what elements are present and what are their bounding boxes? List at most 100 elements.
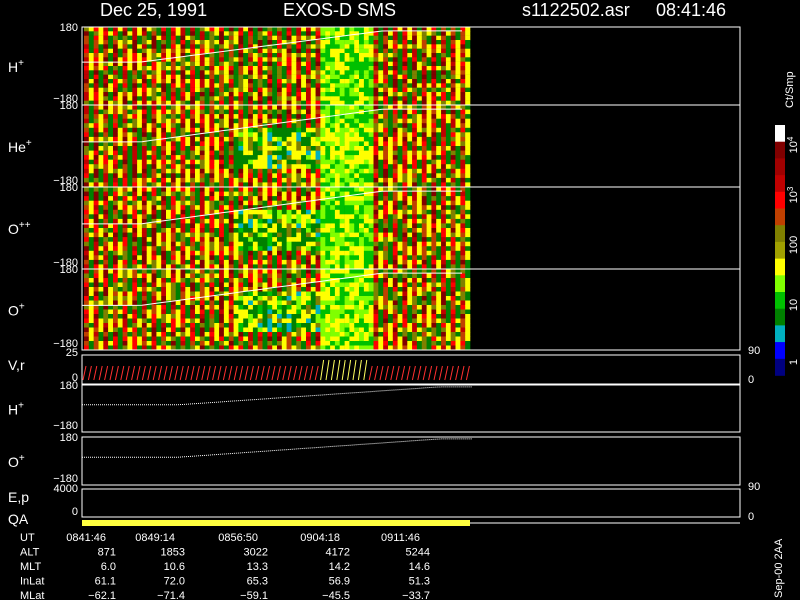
spectrogram-cell: [339, 196, 345, 201]
spectrogram-cell: [84, 341, 90, 346]
spectrogram-cell: [354, 136, 360, 142]
spectrogram-cell: [392, 232, 398, 238]
spectrogram-cell: [277, 127, 283, 133]
spectrogram-cell: [359, 187, 365, 192]
spectrogram-cell: [161, 150, 167, 156]
spectrogram-cell: [334, 31, 340, 36]
spectrogram-cell: [84, 123, 90, 129]
spectrogram-cell: [306, 66, 312, 71]
spectrogram-cell: [277, 132, 283, 138]
spectrogram-cell: [161, 182, 167, 188]
spectrogram-cell: [363, 209, 369, 215]
spectrogram-cell: [277, 159, 283, 165]
spectrogram-cell: [141, 127, 147, 133]
spectrogram-cell: [122, 287, 128, 292]
spectrogram-cell: [421, 109, 427, 115]
spectrogram-cell: [161, 327, 167, 333]
spectrogram-cell: [281, 57, 287, 62]
spectrogram-cell: [228, 155, 234, 160]
spectrogram-cell: [368, 83, 374, 88]
spectrogram-cell: [190, 61, 196, 67]
spectrogram-cell: [180, 196, 186, 201]
spectrogram-cell: [306, 27, 312, 32]
spectrogram-cell: [257, 155, 263, 160]
spectrogram-cell: [257, 318, 263, 324]
spectrogram-cell: [257, 66, 263, 71]
spectrogram-cell: [460, 136, 466, 142]
spectrogram-cell: [296, 264, 302, 270]
spectrogram-cell: [359, 83, 365, 88]
spectrogram-cell: [166, 259, 172, 265]
spectrogram-cell: [436, 182, 442, 188]
spectrogram-cell: [368, 232, 374, 238]
spectrogram-cell: [334, 232, 340, 238]
spectrogram-cell: [122, 332, 128, 337]
spectrogram-cell: [166, 118, 172, 124]
spectrogram-cell: [233, 136, 239, 142]
spectrogram-cell: [84, 250, 90, 256]
spectrogram-cell: [431, 164, 437, 170]
spectrogram-cell: [248, 27, 254, 32]
spectrogram-cell: [354, 264, 360, 270]
spectrogram-cell: [339, 182, 345, 188]
spectrogram-cell: [180, 70, 186, 75]
spectrogram-cell: [368, 187, 374, 192]
spectrogram-cell: [291, 83, 297, 88]
spectrogram-cell: [219, 282, 225, 288]
spectrogram-cell: [127, 70, 133, 75]
spectrogram-cell: [166, 341, 172, 346]
spectrogram-cell: [156, 83, 162, 88]
spectrogram-cell: [117, 278, 123, 283]
spectrogram-cell: [383, 150, 389, 156]
spectrogram-cell: [306, 232, 312, 238]
spectrogram-cell: [421, 114, 427, 119]
spectrogram-cell: [84, 44, 90, 49]
spectrogram-cell: [103, 155, 109, 160]
spectrogram-cell: [310, 123, 316, 129]
spectrogram-cell: [170, 123, 176, 129]
spectrogram-cell: [441, 132, 447, 138]
spectrogram-cell: [195, 187, 201, 192]
spectrogram-cell: [195, 323, 201, 328]
spectrogram-cell: [296, 27, 302, 32]
spectrogram-cell: [445, 223, 451, 229]
spectrogram-cell: [465, 61, 471, 67]
spectrogram-cell: [431, 105, 437, 110]
spectrogram-cell: [281, 61, 287, 67]
spectrogram-cell: [151, 282, 157, 288]
spectrogram-cell: [219, 246, 225, 252]
spectrogram-cell: [296, 209, 302, 215]
spectrogram-cell: [248, 345, 254, 351]
spectrogram-cell: [108, 323, 114, 328]
spectrogram-cell: [199, 341, 205, 346]
spectrogram-cell: [325, 264, 331, 270]
spectrogram-cell: [320, 114, 326, 119]
spectrogram-cell: [296, 187, 302, 192]
spectrogram-cell: [325, 31, 331, 36]
spectrogram-cell: [344, 182, 350, 188]
spectrogram-cell: [344, 214, 350, 220]
spectrogram-cell: [180, 44, 186, 49]
spectrogram-cell: [238, 83, 244, 88]
spectrogram-cell: [84, 196, 90, 201]
spectrogram-cell: [416, 66, 422, 71]
spectrogram-cell: [281, 132, 287, 138]
spectrogram-cell: [421, 44, 427, 49]
spectrogram-cell: [93, 259, 99, 265]
spectrogram-cell: [450, 241, 456, 247]
spectrogram-cell: [117, 92, 123, 97]
spectrogram-cell: [180, 105, 186, 110]
spectrogram-cell: [373, 74, 379, 80]
spectrogram-cell: [296, 48, 302, 54]
spectrogram-cell: [450, 92, 456, 97]
spectrogram-cell: [141, 209, 147, 215]
spectrogram-cell: [88, 269, 94, 274]
spectrogram-cell: [354, 83, 360, 88]
spectrogram-cell: [195, 182, 201, 188]
spectrogram-cell: [354, 241, 360, 247]
spectrogram-cell: [441, 259, 447, 265]
spectrogram-cell: [277, 109, 283, 115]
spectrogram-cell: [243, 291, 249, 297]
spectrogram-cell: [113, 332, 119, 337]
pitch-curve: [82, 108, 462, 143]
